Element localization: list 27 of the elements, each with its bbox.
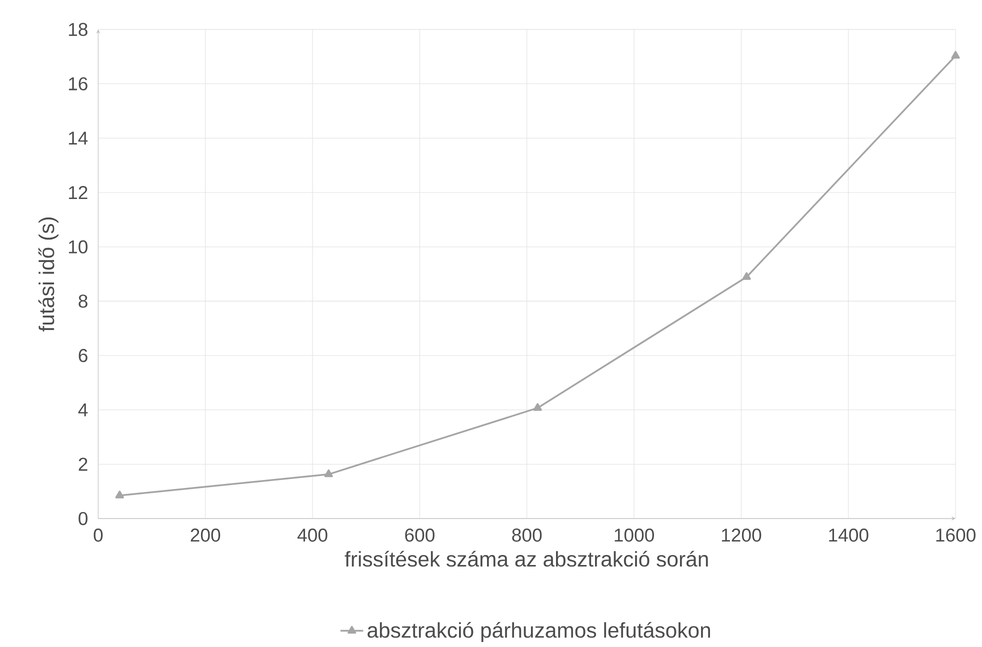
x-tick-label: 1600 — [936, 528, 976, 542]
x-tick-label: 1000 — [614, 528, 654, 542]
y-tick-label: 12 — [68, 186, 88, 199]
y-tick-label: 4 — [78, 403, 88, 416]
point — [533, 403, 542, 411]
point — [115, 490, 124, 498]
legend-label: absztrakció párhuzamos lefutásokon — [368, 622, 710, 642]
x-tick-label: 400 — [297, 528, 328, 542]
point — [324, 469, 333, 478]
x-tick-label: 200 — [190, 528, 220, 542]
y-axis-title: futási idő (s) — [38, 218, 58, 332]
x-tick-label: 800 — [512, 528, 542, 542]
point — [742, 272, 751, 280]
x-tick-label: 0 — [94, 528, 103, 542]
y-tick-label: 18 — [68, 22, 88, 36]
y-tick-label: 2 — [78, 458, 88, 471]
y-tick-label: 6 — [78, 348, 88, 362]
point — [951, 50, 960, 59]
x-tick-label: 1400 — [829, 528, 868, 542]
y-tick-label: 8 — [78, 294, 88, 308]
x-tick-label: 600 — [405, 528, 434, 542]
x-axis-title: frissítések száma az absztrakció során — [344, 550, 708, 567]
y-tick-label: 16 — [68, 77, 88, 90]
y-tick-label: 14 — [68, 132, 88, 145]
x-tick-label: 1200 — [722, 528, 762, 542]
y-tick-label: 0 — [78, 512, 88, 526]
y-tick-label: 10 — [68, 240, 88, 254]
